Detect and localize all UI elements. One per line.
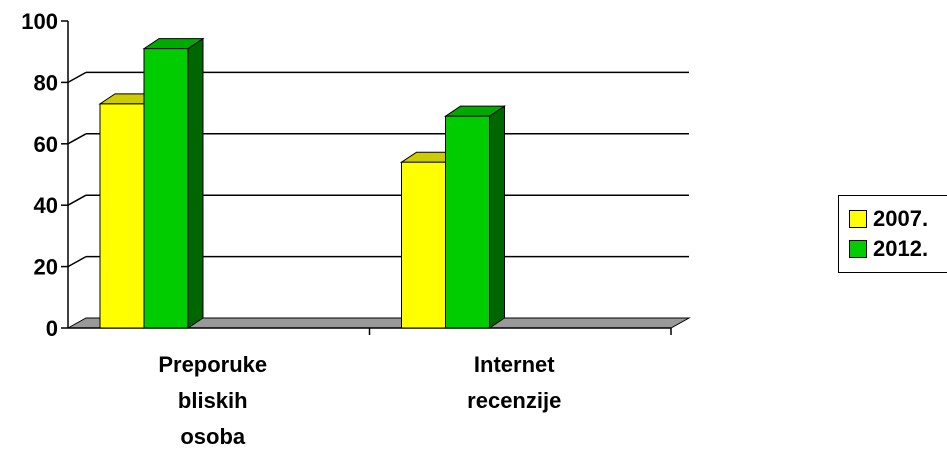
x-category-label-line: recenzije — [467, 388, 561, 413]
legend-swatch-2007 — [849, 210, 867, 228]
x-category-label-0: Preporuke bliskih osoba — [158, 352, 267, 449]
bar-front — [401, 161, 446, 329]
legend-label-2012: 2012. — [873, 236, 929, 261]
x-category-labels: Preporuke bliskih osoba Internet recenzije — [158, 352, 561, 449]
bar-side — [489, 105, 505, 329]
x-category-label-line: Internet — [474, 352, 555, 377]
x-category-label-line: Preporuke — [158, 352, 267, 377]
y-tick-label: 80 — [34, 70, 58, 95]
bars — [98, 37, 507, 329]
gridline-depth — [67, 194, 87, 206]
x-category-label-1: Internet recenzije — [467, 352, 561, 413]
legend-label-2007: 2007. — [873, 206, 929, 231]
y-tick-labels: 0 20 40 60 80 100 — [21, 9, 58, 341]
legend-item-2007: 2007. — [849, 206, 928, 232]
legend-swatch-2012 — [849, 240, 867, 258]
y-tick-label: 60 — [34, 132, 58, 157]
x-category-label-line: osoba — [180, 424, 246, 449]
gridline-depth — [67, 133, 87, 145]
y-tick-label: 0 — [46, 316, 58, 341]
bar-front — [143, 48, 189, 329]
bar-2012-0 — [142, 37, 205, 329]
gridline-depth — [67, 255, 87, 268]
bar-front — [445, 115, 490, 329]
legend-item-2012: 2012. — [849, 236, 928, 262]
bar-front — [99, 103, 145, 329]
x-category-label-line: bliskih — [178, 388, 248, 413]
bar-2012-1 — [443, 105, 507, 329]
y-tick-label: 40 — [34, 193, 58, 218]
y-tick-label: 100 — [21, 9, 58, 34]
gridline-depth — [67, 71, 87, 84]
bar-side — [187, 37, 204, 329]
y-tick-label: 20 — [34, 255, 58, 280]
legend: 2007. 2012. — [838, 195, 947, 273]
